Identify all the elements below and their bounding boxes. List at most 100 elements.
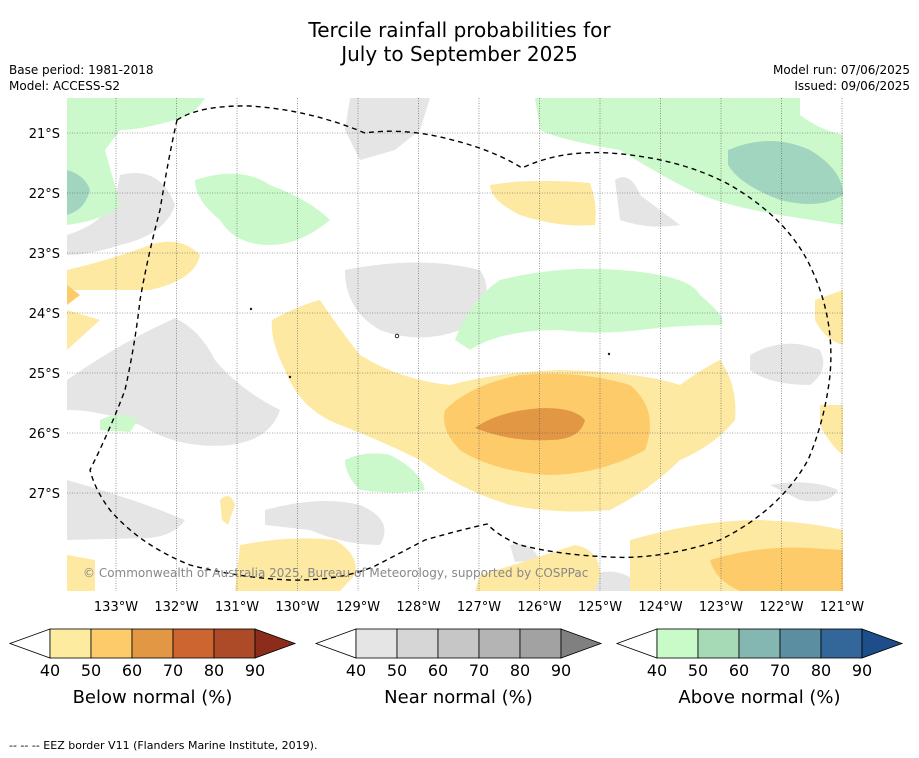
lat-label: 25°S bbox=[29, 367, 60, 382]
lon-label: 130°W bbox=[275, 600, 319, 615]
above-normal-region bbox=[195, 173, 330, 245]
colorbar-swatch bbox=[355, 628, 398, 659]
near-normal-region bbox=[67, 318, 280, 446]
near-normal-region bbox=[615, 177, 680, 227]
colorbar-tick: 60 bbox=[729, 661, 749, 680]
lon-label: 126°W bbox=[517, 600, 561, 615]
colorbar-swatch bbox=[437, 628, 480, 659]
colorbar-min-triangle bbox=[615, 628, 658, 659]
islet-markers bbox=[249, 307, 611, 379]
colorbar-swatch bbox=[49, 628, 92, 659]
lon-label: 128°W bbox=[396, 600, 440, 615]
colorbar-tick: 40 bbox=[647, 661, 667, 680]
lat-label: 26°S bbox=[29, 427, 60, 442]
above-normal-region bbox=[800, 98, 843, 135]
colorbar-tick: 50 bbox=[81, 661, 101, 680]
islet-marker bbox=[288, 375, 292, 379]
colorbar-min-triangle bbox=[314, 628, 357, 659]
lon-label: 124°W bbox=[638, 600, 682, 615]
near-normal-region bbox=[67, 173, 175, 255]
colorbar-swatch bbox=[131, 628, 174, 659]
below-normal-region bbox=[220, 496, 235, 525]
lat-label: 22°S bbox=[29, 187, 60, 202]
below-normal-region bbox=[475, 545, 600, 591]
colorbar-tick: 90 bbox=[852, 661, 872, 680]
colorbar-tick: 80 bbox=[204, 661, 224, 680]
colorbar-swatch bbox=[738, 628, 781, 659]
lon-label: 129°W bbox=[336, 600, 380, 615]
latitude-labels: 21°S 22°S 23°S 24°S 25°S 26°S 27°S bbox=[29, 127, 60, 502]
lon-label: 127°W bbox=[457, 600, 501, 615]
meta-left: Base period: 1981-2018 Model: ACCESS-S2 bbox=[9, 62, 154, 94]
colorbar-label: Above normal (%) bbox=[678, 687, 840, 708]
colorbar-swatch bbox=[172, 628, 215, 659]
colorbar-tick: 90 bbox=[551, 661, 571, 680]
colorbar-swatch bbox=[820, 628, 863, 659]
colorbar-swatch bbox=[697, 628, 740, 659]
issued-date: Issued: 09/06/2025 bbox=[794, 79, 910, 93]
eez-footnote: -- -- -- EEZ border V11 (Flanders Marine… bbox=[9, 739, 318, 752]
near-normal-region bbox=[345, 262, 487, 338]
model-name: Model: ACCESS-S2 bbox=[9, 79, 121, 93]
map-field: © Commonwealth of Australia 2025, Bureau… bbox=[67, 98, 843, 591]
title-line-1: Tercile rainfall probabilities for bbox=[308, 18, 611, 42]
colorbar-tick: 80 bbox=[811, 661, 831, 680]
colorbar-tick: 40 bbox=[346, 661, 366, 680]
colorbar-tick: 70 bbox=[469, 661, 489, 680]
islet-marker bbox=[607, 352, 611, 356]
colorbar-tick: 50 bbox=[688, 661, 708, 680]
colorbar: 40 50 60 70 80 90 Above normal (%) bbox=[615, 628, 904, 708]
colorbar-swatch bbox=[213, 628, 256, 659]
below-normal-region bbox=[67, 241, 200, 290]
near-normal-region bbox=[750, 343, 824, 385]
lon-label: 132°W bbox=[154, 600, 198, 615]
colorbar-max-triangle bbox=[560, 628, 603, 659]
colorbar-label: Near normal (%) bbox=[384, 687, 533, 708]
lon-label: 122°W bbox=[759, 600, 803, 615]
lat-label: 24°S bbox=[29, 307, 60, 322]
below-normal-region-50 bbox=[710, 547, 843, 591]
below-normal-region bbox=[815, 290, 843, 345]
near-normal-region bbox=[770, 482, 838, 502]
below-normal-region bbox=[67, 310, 100, 350]
islet-marker bbox=[249, 307, 253, 311]
meta-right: Model run: 07/06/2025 Issued: 09/06/2025 bbox=[773, 62, 910, 94]
base-period: Base period: 1981-2018 bbox=[9, 63, 154, 77]
above-normal-region-50 bbox=[728, 141, 843, 204]
colorbar-swatch bbox=[519, 628, 562, 659]
above-normal-region-50 bbox=[67, 170, 90, 215]
colorbar-tick: 60 bbox=[428, 661, 448, 680]
colorbar-tick: 70 bbox=[770, 661, 790, 680]
lon-label: 133°W bbox=[94, 600, 138, 615]
above-normal-region bbox=[455, 268, 723, 350]
colorbar-max-triangle bbox=[254, 628, 297, 659]
colorbar-label: Below normal (%) bbox=[73, 687, 233, 708]
colorbar-tick: 90 bbox=[245, 661, 265, 680]
title-line-2: July to September 2025 bbox=[341, 42, 578, 66]
islet-marker bbox=[394, 333, 400, 339]
lon-label: 121°W bbox=[820, 600, 864, 615]
above-normal-region bbox=[345, 453, 425, 493]
model-run: Model run: 07/06/2025 bbox=[772, 63, 910, 77]
lon-label: 125°W bbox=[578, 600, 622, 615]
lat-label: 27°S bbox=[29, 487, 60, 502]
longitude-labels: 133°W 132°W 131°W 130°W 129°W 128°W 127°W 126°W… bbox=[94, 600, 864, 615]
colorbar-tick: 50 bbox=[387, 661, 407, 680]
lon-label: 131°W bbox=[215, 600, 259, 615]
colorbar-swatch bbox=[90, 628, 133, 659]
below-normal-region bbox=[490, 180, 596, 226]
colorbar-tick: 80 bbox=[510, 661, 530, 680]
colorbar-tick: 60 bbox=[122, 661, 142, 680]
colorbar-min-triangle bbox=[8, 628, 51, 659]
lat-label: 23°S bbox=[29, 247, 60, 262]
near-normal-region bbox=[265, 501, 385, 545]
near-normal-region bbox=[510, 544, 540, 562]
colorbar-swatch bbox=[478, 628, 521, 659]
below-normal-region-60 bbox=[475, 408, 585, 441]
colorbar-swatch bbox=[396, 628, 439, 659]
below-normal-region bbox=[235, 538, 356, 591]
below-normal-region bbox=[67, 555, 95, 591]
lon-label: 123°W bbox=[699, 600, 743, 615]
near-normal-region bbox=[345, 98, 430, 160]
